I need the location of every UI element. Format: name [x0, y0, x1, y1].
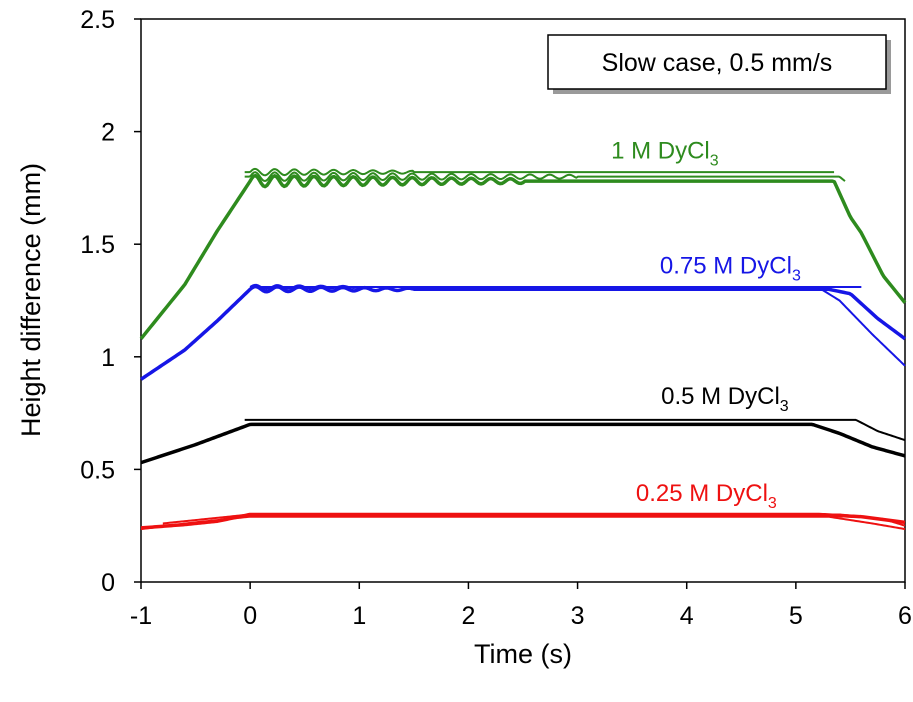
y-tick-label: 0 [101, 569, 115, 597]
series-line [139, 173, 907, 340]
series-0 [139, 167, 907, 340]
x-tick-label: 1 [352, 602, 366, 630]
series-label: 0.5 M DyCl3 [661, 383, 789, 415]
series-label-main: 0.5 M DyCl [661, 383, 780, 410]
y-tick-label: 1 [101, 344, 115, 372]
series-label: 0.25 M DyCl3 [636, 480, 777, 512]
y-axis-title: Height difference (mm) [16, 163, 46, 437]
series-line [162, 513, 906, 527]
x-tick-label: 3 [571, 602, 585, 630]
x-axis-title: Time (s) [474, 639, 572, 669]
series-line [140, 515, 906, 531]
series-label-subscript: 3 [780, 398, 789, 415]
y-tick-label: 2.5 [80, 6, 115, 34]
series-3 [140, 512, 906, 531]
series-label-main: 0.75 M DyCl [660, 252, 792, 279]
series-line [140, 422, 906, 465]
x-tick-label: 5 [789, 602, 803, 630]
series-line [244, 418, 906, 442]
series-label: 1 M DyCl3 [611, 138, 719, 170]
annotation-box: Slow case, 0.5 mm/s [547, 34, 891, 94]
series-line [244, 171, 846, 182]
plot-area [140, 18, 906, 583]
annotation-frame [547, 34, 887, 90]
tick-layer: -1 0 1 2 3 4 5 6 0 0.5 1 1.5 2 2.5 [80, 6, 912, 630]
x-tick-label: -1 [130, 602, 152, 630]
x-tick-label: 2 [461, 602, 475, 630]
series-label-subscript: 3 [710, 153, 719, 170]
series-line [244, 167, 835, 177]
x-tick-label: 6 [898, 602, 912, 630]
series-2 [140, 418, 906, 465]
series-1 [140, 283, 907, 381]
series-label-main: 1 M DyCl [611, 138, 710, 165]
series-label-subscript: 3 [768, 495, 777, 512]
x-tick-label: 4 [680, 602, 694, 630]
series-layer [139, 167, 907, 531]
y-tick-label: 1.5 [80, 231, 115, 259]
y-tick-label: 2 [101, 119, 115, 147]
series-label-main: 0.25 M DyCl [636, 480, 768, 507]
x-tick-label: 0 [243, 602, 257, 630]
series-label-subscript: 3 [792, 267, 801, 284]
annotation-text: Slow case, 0.5 mm/s [602, 49, 833, 77]
y-tick-label: 0.5 [80, 456, 115, 484]
series-label: 0.75 M DyCl3 [660, 252, 801, 284]
series-line [140, 284, 907, 381]
